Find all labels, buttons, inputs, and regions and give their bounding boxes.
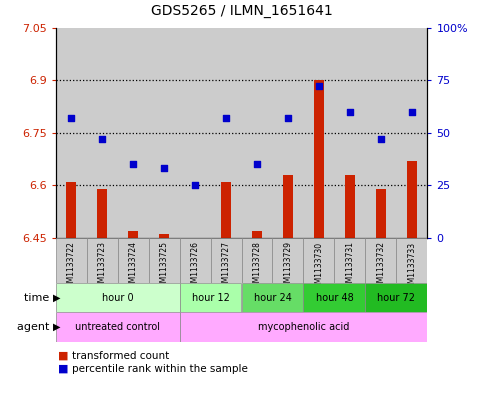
Text: hour 24: hour 24 <box>254 293 291 303</box>
Point <box>191 182 199 188</box>
Point <box>315 83 323 90</box>
Bar <box>97 189 107 238</box>
Bar <box>149 238 180 283</box>
Text: hour 72: hour 72 <box>377 293 415 303</box>
Bar <box>56 312 180 342</box>
Bar <box>303 238 334 283</box>
Text: GSM1133722: GSM1133722 <box>67 241 75 292</box>
Text: GSM1133732: GSM1133732 <box>376 241 385 292</box>
Bar <box>303 283 366 312</box>
Bar <box>221 182 231 238</box>
Text: GSM1133728: GSM1133728 <box>253 241 261 292</box>
Point <box>284 115 292 121</box>
Text: ■: ■ <box>58 351 69 361</box>
Bar <box>211 28 242 238</box>
Bar <box>344 175 355 238</box>
Bar <box>376 189 386 238</box>
Text: agent: agent <box>17 322 53 332</box>
Bar <box>86 238 117 283</box>
Text: GSM1133729: GSM1133729 <box>284 241 293 292</box>
Bar <box>56 238 86 283</box>
Text: transformed count: transformed count <box>72 351 170 361</box>
Bar <box>366 238 397 283</box>
Bar <box>303 28 334 238</box>
Point <box>67 115 75 121</box>
Text: GSM1133726: GSM1133726 <box>190 241 199 292</box>
Bar <box>86 28 117 238</box>
Bar <box>397 238 427 283</box>
Bar <box>252 231 262 238</box>
Bar <box>158 234 170 238</box>
Point <box>98 136 106 142</box>
Bar <box>117 238 149 283</box>
Text: GSM1133727: GSM1133727 <box>222 241 230 292</box>
Bar <box>313 80 325 238</box>
Text: ▶: ▶ <box>53 322 61 332</box>
Point <box>377 136 385 142</box>
Text: ■: ■ <box>58 364 69 374</box>
Bar <box>397 28 427 238</box>
Text: mycophenolic acid: mycophenolic acid <box>258 322 349 332</box>
Point <box>253 161 261 167</box>
Bar <box>211 238 242 283</box>
Text: ▶: ▶ <box>53 293 61 303</box>
Bar <box>117 28 149 238</box>
Bar <box>334 238 366 283</box>
Bar <box>242 238 272 283</box>
Bar <box>272 238 303 283</box>
Text: GSM1133725: GSM1133725 <box>159 241 169 292</box>
Bar <box>242 283 303 312</box>
Point <box>129 161 137 167</box>
Bar <box>366 28 397 238</box>
Bar <box>56 283 180 312</box>
Bar <box>272 28 303 238</box>
Text: GDS5265 / ILMN_1651641: GDS5265 / ILMN_1651641 <box>151 4 332 18</box>
Point <box>222 115 230 121</box>
Bar <box>334 28 366 238</box>
Text: GSM1133724: GSM1133724 <box>128 241 138 292</box>
Bar <box>242 28 272 238</box>
Text: hour 12: hour 12 <box>192 293 229 303</box>
Bar <box>283 175 293 238</box>
Text: GSM1133731: GSM1133731 <box>345 241 355 292</box>
Point <box>160 165 168 171</box>
Bar <box>407 161 417 238</box>
Bar <box>180 312 427 342</box>
Bar <box>128 231 139 238</box>
Bar <box>180 238 211 283</box>
Text: GSM1133723: GSM1133723 <box>98 241 107 292</box>
Bar <box>180 283 242 312</box>
Text: untreated control: untreated control <box>75 322 160 332</box>
Text: hour 0: hour 0 <box>102 293 133 303</box>
Point <box>346 108 354 115</box>
Point <box>408 108 416 115</box>
Bar <box>56 28 86 238</box>
Bar <box>366 283 427 312</box>
Bar <box>66 182 76 238</box>
Text: GSM1133733: GSM1133733 <box>408 241 416 292</box>
Text: time: time <box>24 293 53 303</box>
Text: GSM1133730: GSM1133730 <box>314 241 324 292</box>
Bar <box>180 28 211 238</box>
Text: percentile rank within the sample: percentile rank within the sample <box>72 364 248 374</box>
Text: hour 48: hour 48 <box>315 293 354 303</box>
Bar <box>149 28 180 238</box>
